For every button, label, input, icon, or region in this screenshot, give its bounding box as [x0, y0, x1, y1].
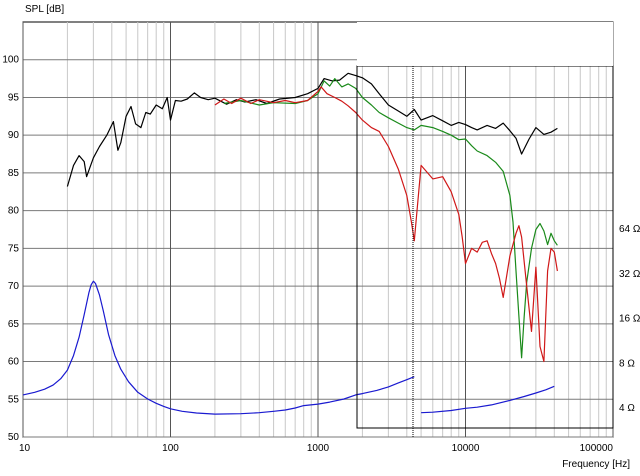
y-tick-label: 85 [8, 168, 20, 179]
overlay-cover-top [357, 22, 613, 66]
series-line-3 [22, 280, 555, 415]
y-tick-label: 90 [8, 130, 20, 141]
right-axis-tick-label: 8 Ω [619, 358, 635, 369]
y-tick-label: 65 [8, 319, 20, 330]
series-line-2 [214, 86, 558, 363]
x-tick-label: 10 [19, 443, 31, 454]
labels-layer: 50 55 60 65 70 75 80 85 90 95 100 10 100 1000 10000 100… [2, 55, 640, 454]
overlay-layer [356, 22, 614, 437]
y-tick-label: 70 [8, 281, 20, 292]
y-tick-label: 75 [8, 243, 20, 254]
x-tick-label: 100 [162, 443, 179, 454]
y-axis-title: SPL [dB] [25, 4, 64, 15]
x-tick-label: 10000 [452, 443, 480, 454]
right-axis-tick-label: 16 Ω [619, 314, 640, 325]
x-axis-title: Frequency [Hz] [562, 459, 630, 470]
right-axis-tick-label: 4 Ω [619, 403, 635, 414]
y-tick-label: 60 [8, 357, 20, 368]
series-line-0 [66, 72, 558, 187]
series-layer [22, 72, 558, 415]
y-tick-label: 80 [8, 206, 20, 217]
right-axis-tick-label: 64 Ω [619, 224, 640, 235]
y-tick-label: 50 [8, 432, 20, 443]
y-tick-label: 55 [8, 394, 20, 405]
y-tick-label: 100 [2, 55, 19, 66]
y-tick-label: 95 [8, 92, 20, 103]
right-axis-tick-label: 32 Ω [619, 269, 640, 280]
x-tick-label: 100000 [580, 443, 614, 454]
x-tick-label: 1000 [307, 443, 330, 454]
series-line-1 [223, 78, 558, 359]
